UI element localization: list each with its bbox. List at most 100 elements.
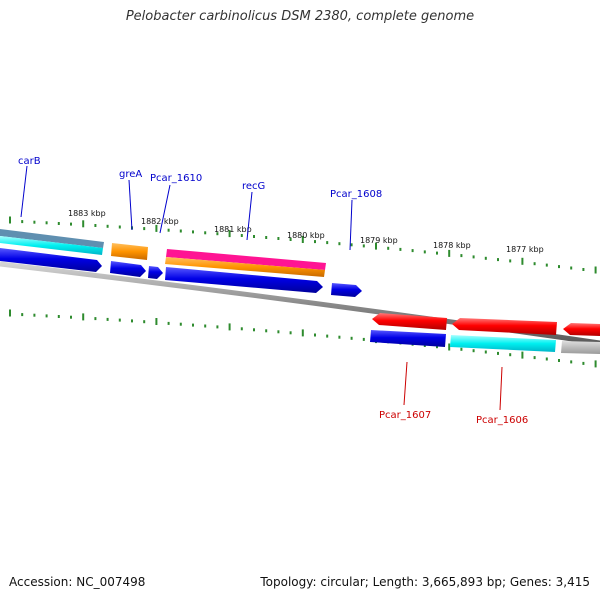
- scale-tick-inner: [509, 353, 512, 357]
- scale-tick-inner: [9, 309, 11, 317]
- scale-tick-inner: [460, 347, 463, 351]
- scale-tick-outer: [167, 228, 170, 232]
- scale-tick-inner: [70, 315, 72, 319]
- scale-tick-outer: [460, 254, 463, 258]
- scale-tick-outer: [301, 236, 304, 243]
- gene-Pcar_1610[interactable]: [148, 266, 163, 279]
- gene-next-reverse[interactable]: [563, 323, 600, 336]
- label-Pcar_1606[interactable]: Pcar_1606: [476, 415, 528, 426]
- gene-recG-function[interactable]: [165, 249, 326, 277]
- scale-tick-inner: [350, 336, 353, 340]
- scale-tick-inner: [106, 317, 109, 321]
- label-Pcar_1608[interactable]: Pcar_1608: [330, 189, 382, 200]
- scale-tick-inner: [472, 349, 475, 353]
- scale-tick-inner: [582, 361, 585, 365]
- scale-tick-outer: [387, 246, 390, 250]
- gene-greA[interactable]: [110, 261, 146, 277]
- scale-tick-outer: [448, 249, 451, 257]
- scale-label-1882: 1882 kbp: [141, 217, 179, 226]
- scale-label-1877: 1877 kbp: [506, 245, 544, 254]
- scale-tick-outer: [9, 216, 11, 224]
- scale-tick-inner: [57, 315, 60, 318]
- gene-Pcar_1606-function[interactable]: [450, 335, 556, 352]
- scale-tick-inner: [448, 343, 451, 351]
- label-Pcar_1607[interactable]: Pcar_1607: [379, 410, 431, 421]
- scale-tick-outer: [375, 242, 377, 250]
- scale-tick-outer: [582, 268, 585, 271]
- scale-tick-outer: [533, 262, 536, 266]
- scale-tick-inner: [192, 323, 194, 327]
- scale-tick-outer: [423, 250, 426, 254]
- scale-tick-outer: [192, 230, 194, 234]
- label-recG[interactable]: recG: [242, 181, 265, 192]
- scale-tick-inner: [436, 345, 438, 349]
- scale-tick-outer: [570, 266, 573, 270]
- scale-tick-inner: [277, 330, 280, 334]
- scale-tick-outer: [204, 231, 207, 235]
- scale-tick-outer: [326, 241, 329, 245]
- scale-tick-outer: [82, 220, 85, 228]
- accession-text: Accession: NC_007498: [9, 575, 146, 589]
- scale-tick-inner: [521, 351, 524, 359]
- scale-tick-outer: [106, 224, 109, 228]
- gene-next-reverse-function[interactable]: [561, 341, 600, 354]
- scale-tick-outer: [289, 238, 292, 241]
- gene-carB-function[interactable]: [0, 229, 104, 255]
- scale-tick-inner: [265, 329, 268, 333]
- gene-Pcar_1607[interactable]: [372, 313, 447, 330]
- label-carB[interactable]: carB: [18, 156, 41, 167]
- scale-tick-inner: [33, 313, 36, 317]
- leader-carB: [20, 165, 28, 218]
- scale-tick-outer: [338, 242, 341, 246]
- scale-tick-inner: [216, 325, 219, 329]
- scale-tick-inner: [338, 335, 341, 339]
- scale-tick-inner: [484, 350, 487, 354]
- scale-tick-inner: [545, 357, 548, 361]
- scale-tick-inner: [314, 333, 316, 337]
- gene-Pcar_1606[interactable]: [452, 318, 557, 335]
- label-greA[interactable]: greA: [119, 169, 142, 180]
- scale-tick-inner: [131, 319, 133, 323]
- scale-tick-inner: [497, 351, 499, 355]
- scale-tick-outer: [179, 229, 182, 233]
- scale-label-1879: 1879 kbp: [360, 236, 398, 245]
- scale-tick-outer: [155, 224, 158, 232]
- scale-tick-outer: [399, 247, 402, 251]
- scale-tick-inner: [533, 356, 536, 360]
- leader-recG: [246, 191, 253, 241]
- gene-recG[interactable]: [165, 267, 323, 293]
- scale-tick-inner: [45, 314, 48, 318]
- scale-tick-outer: [216, 232, 219, 236]
- scale-tick-outer: [228, 230, 231, 238]
- scale-tick-outer: [70, 222, 72, 226]
- scale-label-1880: 1880 kbp: [287, 231, 325, 240]
- scale-tick-inner: [326, 334, 329, 338]
- label-Pcar_1610[interactable]: Pcar_1610: [150, 173, 202, 184]
- map-title: Pelobacter carbinolicus DSM 2380, comple…: [125, 9, 475, 24]
- scale-tick-inner: [179, 322, 182, 326]
- gene-Pcar_1608[interactable]: [331, 283, 362, 297]
- scale-tick-outer: [45, 221, 48, 225]
- scale-tick-inner: [94, 317, 97, 321]
- scale-tick-outer: [94, 224, 97, 227]
- outer-scale-ticks: [9, 216, 597, 274]
- scale-tick-outer: [436, 251, 438, 255]
- gene-Pcar_1607-function[interactable]: [370, 330, 446, 347]
- scale-tick-inner: [570, 360, 573, 364]
- scale-tick-inner: [155, 318, 158, 325]
- gene-greA-function[interactable]: [111, 243, 148, 260]
- scale-tick-outer: [118, 225, 121, 229]
- scale-label-1883: 1883 kbp: [68, 209, 106, 218]
- scale-tick-outer: [33, 220, 36, 224]
- scale-tick-outer: [558, 265, 560, 269]
- scale-label-1881: 1881 kbp: [214, 225, 252, 234]
- scale-tick-outer: [57, 222, 60, 225]
- scale-tick-outer: [277, 237, 280, 240]
- scale-tick-outer: [509, 259, 512, 263]
- scale-tick-inner: [289, 331, 292, 335]
- scale-tick-outer: [143, 227, 146, 231]
- scale-tick-outer: [21, 220, 24, 224]
- gene-carB[interactable]: [0, 248, 102, 272]
